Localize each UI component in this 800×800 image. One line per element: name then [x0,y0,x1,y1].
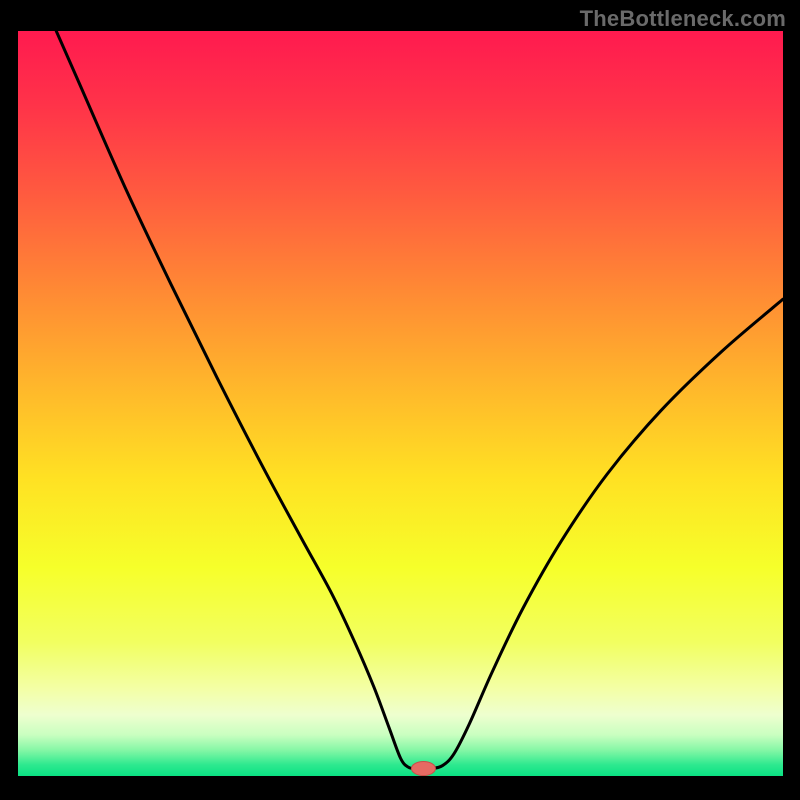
chart-svg [18,31,783,776]
plot-area [18,31,783,776]
watermark-text: TheBottleneck.com [580,6,786,32]
chart-stage: TheBottleneck.com [0,0,800,800]
optimum-marker [411,762,435,776]
